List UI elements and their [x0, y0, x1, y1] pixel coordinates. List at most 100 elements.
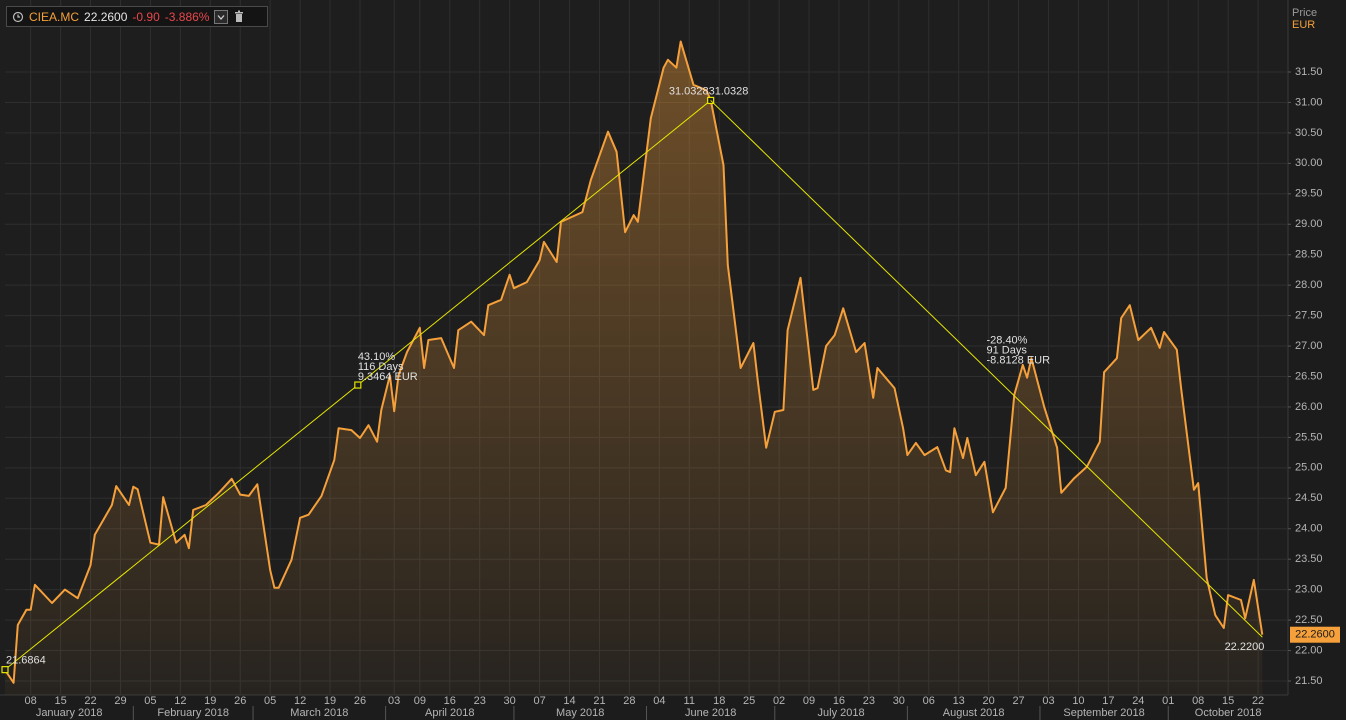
trendline-stat: 9.3464 EUR: [358, 371, 418, 383]
x-tick-label: 12: [294, 695, 306, 707]
month-label: January 2018: [36, 707, 103, 719]
month-label: April 2018: [425, 707, 475, 719]
instrument-header: CIEA.MC 22.2600 -0.90 -3.886%: [6, 6, 268, 27]
last-price-tag: [1290, 626, 1340, 643]
month-label: May 2018: [556, 707, 604, 719]
x-tick-label: 15: [54, 695, 66, 707]
delete-button[interactable]: [233, 10, 245, 23]
month-label: June 2018: [685, 707, 736, 719]
x-tick-label: 03: [388, 695, 400, 707]
x-tick-label: 26: [354, 695, 366, 707]
x-tick-label: 08: [25, 695, 37, 707]
symbol: CIEA.MC: [29, 9, 80, 24]
trendline: [710, 100, 1263, 638]
percent-change: -3.886%: [164, 9, 210, 24]
x-tick-label: 30: [504, 695, 516, 707]
x-tick-label: 23: [863, 695, 875, 707]
trendline-end-label: 22.2200: [1225, 641, 1265, 653]
x-tick-label: 13: [953, 695, 965, 707]
y-tick-label: 23.50: [1295, 553, 1323, 565]
y-tick-label: 31.00: [1295, 96, 1323, 108]
y-tick-label: 23.00: [1295, 584, 1323, 596]
x-tick-label: 23: [474, 695, 486, 707]
x-tick-label: 10: [1072, 695, 1084, 707]
trendline-stat: 116 Days: [358, 361, 404, 373]
month-label: October 2018: [1195, 707, 1262, 719]
y-tick-label: 29.50: [1295, 188, 1323, 200]
y-tick-label: 29.00: [1295, 218, 1323, 230]
x-tick-label: 08: [1192, 695, 1204, 707]
x-tick-label: 22: [1252, 695, 1264, 707]
y-tick-label: 24.50: [1295, 492, 1323, 504]
x-tick-label: 16: [833, 695, 845, 707]
x-tick-label: 04: [653, 695, 665, 707]
y-tick-label: 22.00: [1295, 644, 1323, 656]
x-tick-label: 09: [803, 695, 815, 707]
trendline-start-label: 21.6864: [6, 655, 46, 667]
month-label: July 2018: [818, 707, 865, 719]
dropdown-button[interactable]: [214, 9, 229, 24]
y-tick-label: 25.00: [1295, 462, 1323, 474]
y-tick-label: 24.00: [1295, 523, 1323, 535]
x-tick-label: 21: [593, 695, 605, 707]
x-tick-label: 05: [264, 695, 276, 707]
y-tick-label: 28.00: [1295, 279, 1323, 291]
clock-icon: [12, 11, 24, 22]
x-tick-label: 29: [114, 695, 126, 707]
y-tick-label: 22.50: [1295, 614, 1323, 626]
x-tick-label: 07: [533, 695, 545, 707]
trendline-stat: -8.8128 EUR: [986, 355, 1050, 367]
y-tick-label: 30.00: [1295, 157, 1323, 169]
y-tick-label: 26.50: [1295, 370, 1323, 382]
y-axis-unit: EUR: [1292, 19, 1315, 31]
x-tick-label: 17: [1102, 695, 1114, 707]
x-tick-label: 30: [893, 695, 905, 707]
last-price: 22.2600: [84, 9, 128, 24]
x-tick-label: 16: [444, 695, 456, 707]
trendline-stat: -28.40%: [986, 335, 1027, 347]
price-area: [5, 41, 1263, 695]
y-axis-title: Price: [1292, 7, 1317, 19]
x-tick-label: 01: [1162, 695, 1174, 707]
x-tick-label: 06: [923, 695, 935, 707]
trendline-start-label: 31.0328: [709, 85, 749, 97]
x-tick-label: 20: [983, 695, 995, 707]
x-tick-label: 11: [684, 695, 695, 707]
dropdown-icon: [217, 14, 225, 20]
x-tick-label: 15: [1222, 695, 1234, 707]
x-tick-label: 19: [324, 695, 336, 707]
x-tick-label: 03: [1042, 695, 1054, 707]
x-tick-label: 22: [84, 695, 96, 707]
y-tick-label: 21.50: [1295, 675, 1323, 687]
x-tick-label: 25: [743, 695, 755, 707]
x-tick-label: 14: [563, 695, 575, 707]
month-label: February 2018: [157, 707, 229, 719]
trendline-stat: 91 Days: [986, 345, 1027, 357]
price-line: [4, 40, 1264, 684]
y-tick-label: 30.50: [1295, 127, 1323, 139]
trendline-end-label: 31.0328: [669, 85, 709, 97]
month-label: September 2018: [1063, 707, 1144, 719]
trendline-handle: [354, 381, 362, 389]
y-tick-label: 28.50: [1295, 249, 1323, 261]
x-tick-label: 24: [1132, 695, 1144, 707]
x-tick-label: 26: [234, 695, 246, 707]
x-tick-label: 12: [174, 695, 186, 707]
trendline-handle: [1, 666, 9, 674]
y-tick-label: 25.50: [1295, 431, 1323, 443]
trendline-stat: 43.10%: [358, 351, 396, 363]
y-tick-label: 27.00: [1295, 340, 1323, 352]
x-tick-label: 09: [414, 695, 426, 707]
x-tick-label: 19: [204, 695, 216, 707]
x-tick-label: 27: [1012, 695, 1024, 707]
month-label: March 2018: [290, 707, 348, 719]
net-change: -0.90: [132, 9, 160, 24]
y-tick-label: 26.00: [1295, 401, 1323, 413]
x-tick-label: 02: [773, 695, 785, 707]
x-tick-label: 28: [623, 695, 635, 707]
y-tick-label: 27.50: [1295, 309, 1323, 321]
month-label: August 2018: [943, 707, 1005, 719]
x-tick-label: 05: [144, 695, 156, 707]
